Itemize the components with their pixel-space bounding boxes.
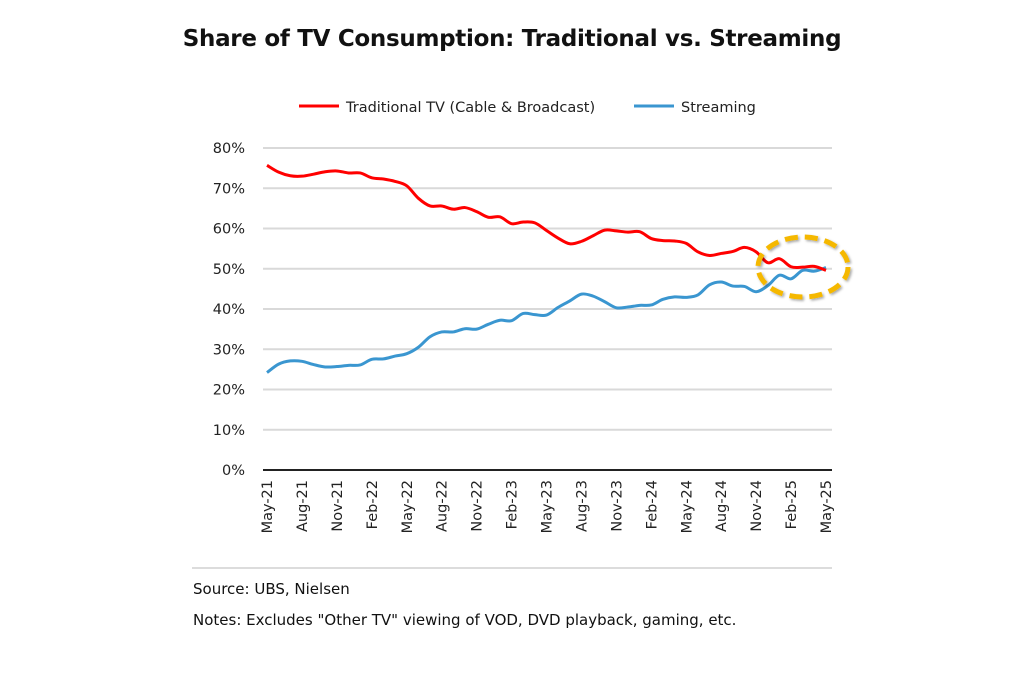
y-tick-label: 40% [213, 302, 245, 318]
x-tick-label: Nov-24 [749, 480, 765, 532]
y-tick-label: 20% [213, 383, 245, 399]
series-line-streaming [266, 266, 827, 374]
series-line-traditional [266, 164, 827, 272]
x-tick-label: Feb-22 [365, 480, 381, 529]
x-tick-label: Aug-24 [714, 480, 730, 532]
x-tick-label: May-23 [540, 480, 556, 533]
y-tick-label: 30% [213, 342, 245, 358]
x-tick-label: Feb-24 [644, 480, 660, 529]
x-tick-label: May-21 [260, 480, 276, 533]
y-tick-label: 10% [213, 423, 245, 439]
legend: Traditional TV (Cable & Broadcast) Strea… [299, 100, 756, 116]
x-tick-label: Nov-22 [470, 480, 486, 532]
chart-title: Share of TV Consumption: Traditional vs.… [182, 26, 842, 52]
legend-label-streaming: Streaming [681, 100, 756, 116]
x-tick-label: Feb-23 [505, 480, 521, 529]
x-tick-label: May-24 [679, 480, 695, 533]
x-tick-label: Nov-23 [609, 480, 625, 532]
x-tick-label: May-22 [400, 480, 416, 533]
y-tick-label: 60% [213, 222, 245, 238]
y-tick-label: 80% [213, 141, 245, 157]
x-tick-label: May-25 [819, 480, 835, 533]
highlight-ellipse [755, 234, 851, 300]
footer-divider [192, 567, 832, 569]
x-tick-label: Nov-21 [330, 480, 346, 532]
notes-text: Notes: Excludes "Other TV" viewing of VO… [193, 611, 737, 629]
source-note: Source: UBS, Nielsen [193, 580, 350, 598]
x-tick-label: Aug-23 [574, 480, 590, 532]
y-tick-label: 0% [222, 463, 245, 479]
legend-label-traditional: Traditional TV (Cable & Broadcast) [345, 100, 595, 116]
y-tick-label: 70% [213, 181, 245, 197]
x-tick-label: Aug-21 [295, 480, 311, 532]
x-tick-label: Feb-25 [784, 480, 800, 529]
x-tick-label: Aug-22 [435, 480, 451, 532]
y-tick-label: 50% [213, 262, 245, 278]
